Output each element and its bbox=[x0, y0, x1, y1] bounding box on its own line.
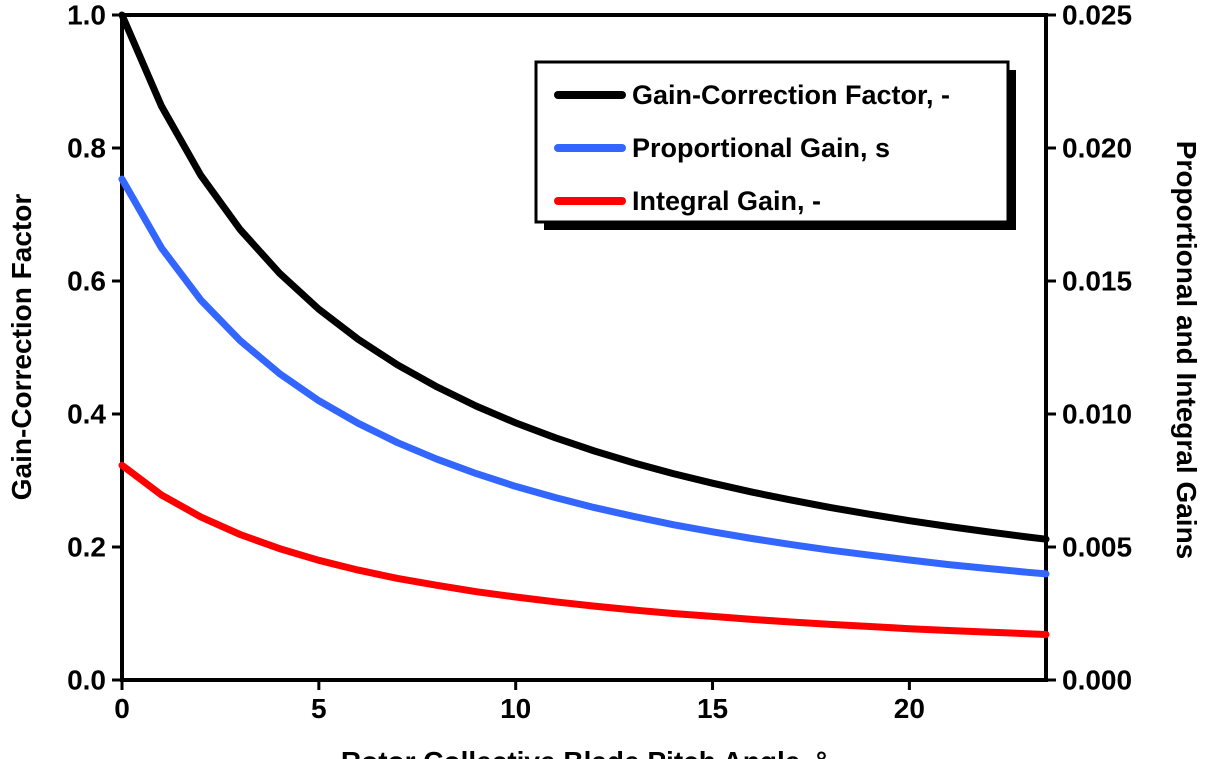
y-right-tick-label: 0.010 bbox=[1062, 399, 1132, 430]
legend-label-2: Integral Gain, - bbox=[632, 186, 821, 216]
y-left-tick-label: 0.8 bbox=[67, 133, 106, 164]
series-line-0 bbox=[118, 11, 1050, 543]
y-right-tick-label: 0.020 bbox=[1062, 133, 1132, 164]
y-left-tick-label: 0.0 bbox=[67, 665, 106, 696]
legend-label-1: Proportional Gain, s bbox=[632, 133, 890, 163]
legend-label-0: Gain-Correction Factor, - bbox=[632, 80, 950, 110]
x-tick-label: 20 bbox=[894, 693, 925, 724]
y-left-axis-title: Gain-Correction Factor bbox=[6, 193, 37, 501]
y-right-tick-label: 0.005 bbox=[1062, 532, 1132, 563]
series-line-1 bbox=[118, 175, 1050, 578]
y-right-axis-title: Proportional and Integral Gains bbox=[1171, 140, 1202, 560]
y-right-tick-label: 0.015 bbox=[1062, 266, 1132, 297]
x-tick-label: 15 bbox=[697, 693, 728, 724]
legend-box bbox=[534, 60, 1010, 224]
y-right-tick-label: 0.000 bbox=[1062, 665, 1132, 696]
x-tick-label: 10 bbox=[500, 693, 531, 724]
y-left-tick-label: 1.0 bbox=[67, 0, 106, 31]
y-left-tick-label: 0.6 bbox=[67, 266, 106, 297]
x-tick-label: 0 bbox=[114, 693, 130, 724]
y-left-tick-label: 0.2 bbox=[67, 532, 106, 563]
x-tick-label: 5 bbox=[311, 693, 327, 724]
y-left-tick-label: 0.4 bbox=[67, 399, 106, 430]
x-axis-title: Rotor Collective Blade Pitch Angle, ° bbox=[341, 746, 827, 759]
series-line-2 bbox=[118, 461, 1050, 638]
plot-border bbox=[120, 13, 1048, 682]
y-right-tick-label: 0.025 bbox=[1062, 0, 1132, 31]
